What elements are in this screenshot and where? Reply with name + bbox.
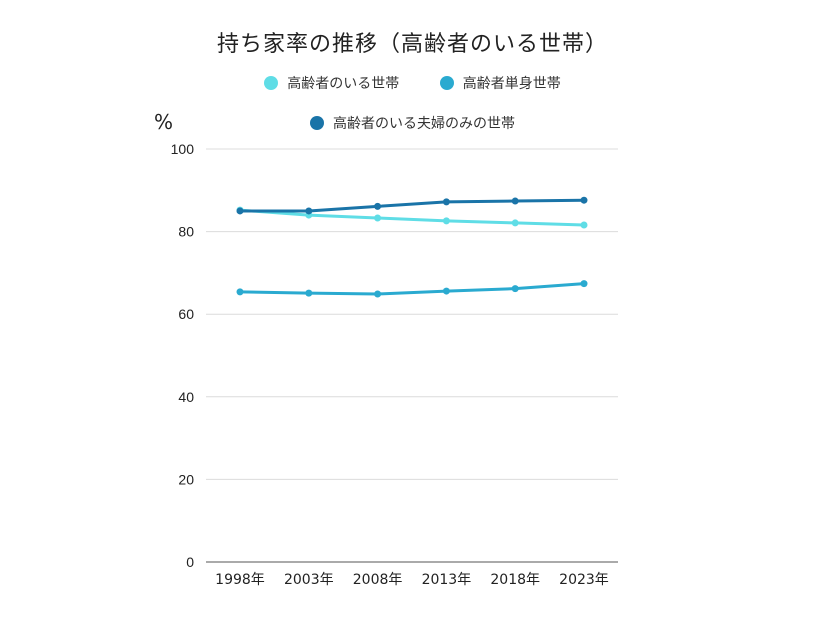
x-axis-ticks: 1998年 2003年 2008年 2013年 2018年 2023年 <box>215 572 609 588</box>
x-tick-label: 2018年 <box>490 572 540 588</box>
y-tick-label: 100 <box>171 141 195 157</box>
x-tick-label: 2003年 <box>284 572 334 588</box>
data-point[interactable] <box>305 289 313 297</box>
data-point[interactable] <box>442 198 450 206</box>
y-tick-label: 40 <box>178 389 194 405</box>
data-point[interactable] <box>236 207 244 215</box>
legend-label: 高齢者のいる世帯 <box>287 76 400 92</box>
legend-row-1: 高齢者のいる世帯 高齢者単身世帯 <box>0 73 825 94</box>
y-tick-label: 60 <box>178 306 194 322</box>
data-point[interactable] <box>511 285 519 293</box>
data-point[interactable] <box>374 214 382 222</box>
legend-marker-icon <box>310 116 324 130</box>
data-point[interactable] <box>305 207 313 215</box>
legend-item-elderly-households[interactable]: 高齢者のいる世帯 <box>264 73 399 93</box>
x-tick-label: 2013年 <box>422 572 472 588</box>
series-line <box>238 208 586 227</box>
data-point[interactable] <box>236 288 244 296</box>
x-tick-label: 1998年 <box>215 572 265 588</box>
x-tick-label: 2008年 <box>353 572 403 588</box>
series-2 <box>236 196 588 215</box>
x-tick-label: 2023年 <box>559 572 609 588</box>
series-layer <box>236 196 588 298</box>
legend-marker-icon <box>439 76 454 90</box>
y-tick-label: 0 <box>186 554 194 570</box>
data-point[interactable] <box>580 221 588 229</box>
y-tick-label: 20 <box>178 471 194 487</box>
legend-marker-icon <box>264 76 279 90</box>
series-line <box>238 282 586 296</box>
y-tick-label: 80 <box>178 224 194 240</box>
legend-item-elderly-couples[interactable]: 高齢者のいる夫婦のみの世帯 <box>310 113 515 133</box>
series-1 <box>236 280 588 298</box>
y-axis-ticks: 0 20 40 60 80 100 <box>171 141 195 570</box>
data-point[interactable] <box>442 217 450 225</box>
data-point[interactable] <box>374 290 382 298</box>
legend-label: 高齢者のいる夫婦のみの世帯 <box>333 116 515 132</box>
data-point[interactable] <box>511 219 519 227</box>
data-point[interactable] <box>374 202 382 210</box>
data-point[interactable] <box>442 287 450 295</box>
series-line <box>238 198 586 213</box>
legend-label: 高齢者単身世帯 <box>462 76 561 92</box>
legend-row-2: 高齢者のいる夫婦のみの世帯 <box>0 113 825 134</box>
legend-item-single-elderly[interactable]: 高齢者単身世帯 <box>439 73 561 93</box>
y-axis-unit-label: % <box>154 110 174 134</box>
data-point[interactable] <box>580 280 588 288</box>
data-point[interactable] <box>580 196 588 204</box>
chart-title: 持ち家率の推移（高齢者のいる世帯） <box>216 32 608 57</box>
gridlines <box>206 148 618 563</box>
data-point[interactable] <box>511 197 519 205</box>
